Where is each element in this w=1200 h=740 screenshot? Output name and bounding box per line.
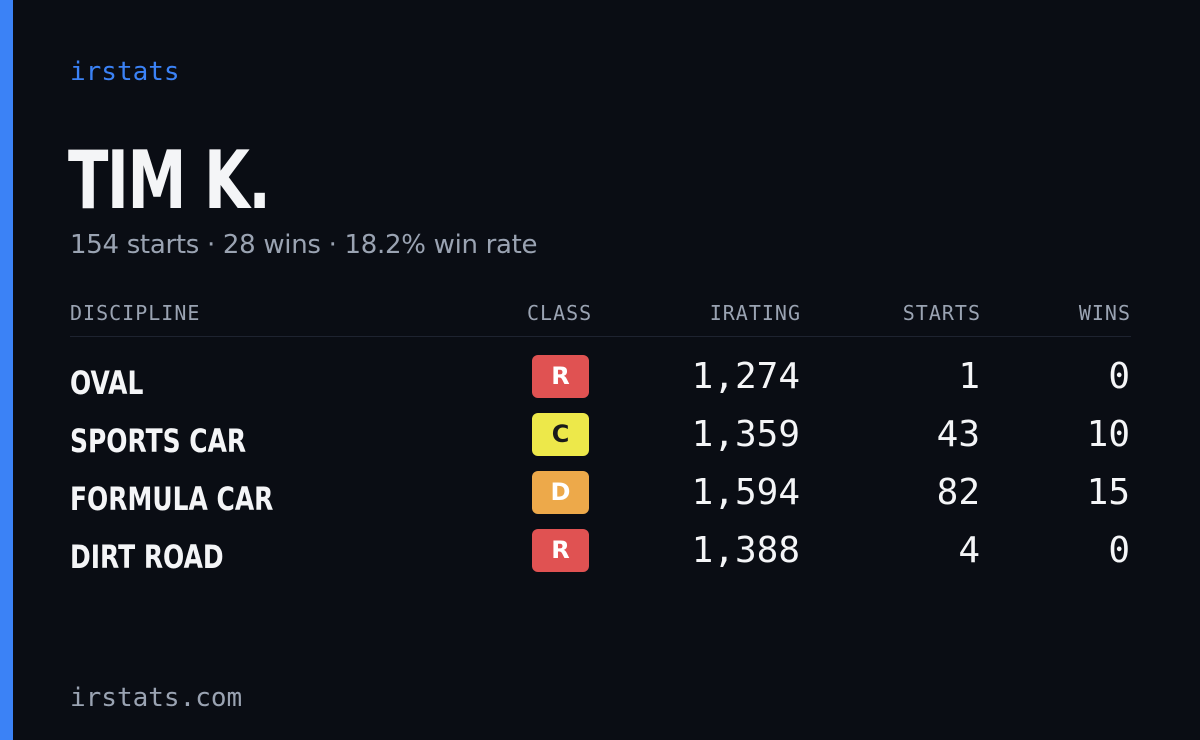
table-row: OVAL R 1,274 1 0 xyxy=(70,353,1131,411)
irating-value: 1,388 xyxy=(691,530,800,571)
starts-value: 43 xyxy=(936,414,980,455)
discipline-table: DISCIPLINE CLASS IRATING STARTS WINS OVA… xyxy=(70,296,1131,585)
header-discipline: DISCIPLINE xyxy=(70,301,201,325)
table-row: DIRT ROAD R 1,388 4 0 xyxy=(70,527,1131,585)
class-badge: D xyxy=(532,471,589,514)
irating-value: 1,359 xyxy=(691,414,800,455)
starts-value: 82 xyxy=(936,472,980,513)
class-badge: C xyxy=(532,413,589,456)
class-badge: R xyxy=(532,529,589,572)
starts-value: 4 xyxy=(958,530,980,571)
discipline-name: SPORTS CAR xyxy=(70,422,247,460)
accent-bar xyxy=(0,0,13,740)
table-row: SPORTS CAR C 1,359 43 10 xyxy=(70,411,1131,469)
irating-value: 1,594 xyxy=(691,472,800,513)
discipline-name: OVAL xyxy=(70,364,144,402)
header-class: CLASS xyxy=(527,301,593,325)
driver-name: TIM K. xyxy=(68,134,271,227)
irating-value: 1,274 xyxy=(691,356,800,397)
table-row: FORMULA CAR D 1,594 82 15 xyxy=(70,469,1131,527)
class-badge: R xyxy=(532,355,589,398)
discipline-name: DIRT ROAD xyxy=(70,538,224,576)
wins-value: 0 xyxy=(1108,530,1130,571)
wins-value: 15 xyxy=(1086,472,1130,513)
footer-url: irstats.com xyxy=(70,683,243,713)
discipline-name: FORMULA CAR xyxy=(70,480,274,518)
wins-value: 0 xyxy=(1108,356,1130,397)
wins-value: 10 xyxy=(1086,414,1130,455)
driver-summary: 154 starts · 28 wins · 18.2% win rate xyxy=(70,230,538,260)
header-irating: IRATING xyxy=(709,301,801,325)
table-header: DISCIPLINE CLASS IRATING STARTS WINS xyxy=(70,296,1131,337)
header-starts: STARTS xyxy=(902,301,981,325)
brand-logo-text: irstats xyxy=(70,57,180,87)
starts-value: 1 xyxy=(958,356,980,397)
header-wins: WINS xyxy=(1078,301,1131,325)
table-body: OVAL R 1,274 1 0 SPORTS CAR C 1,359 43 1… xyxy=(70,337,1131,585)
